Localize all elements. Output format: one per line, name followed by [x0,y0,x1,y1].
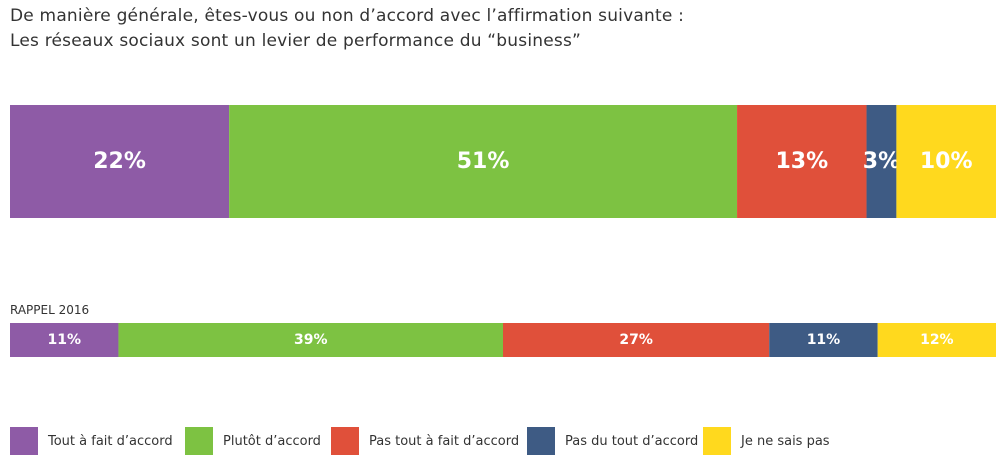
bar-segment-label: 22% [93,149,146,174]
legend-item-je-ne-sais-pas: Je ne sais pas [703,427,830,455]
legend-swatch [185,427,213,455]
legend-label: Pas tout à fait d’accord [369,433,520,449]
bar-segment-label: 39% [294,332,328,348]
chart-title-line-1: De manière générale, êtes-vous ou non d’… [10,6,685,26]
bar-segment [10,323,119,357]
bar-row-2: RAPPEL 2016 11% 39% 27% 11% 12% [10,303,996,357]
bar-segment [896,105,996,218]
legend-item-pas-tout-a-fait-d-accord: Pas tout à fait d’accord [331,427,519,455]
bar-segment [229,105,738,218]
legend-swatch [331,427,359,455]
bar-segment [118,323,504,357]
bar-segment [877,323,996,357]
legend-swatch [527,427,555,455]
bar-segment-label: 13% [775,149,828,174]
chart-title: De manière générale, êtes-vous ou non d’… [10,4,684,54]
legend-label: Je ne sais pas [741,433,830,449]
legend-item-tout-a-fait-d-accord: Tout à fait d’accord [10,427,173,455]
bar-segment [10,105,230,218]
chart-title-line-2: Les réseaux sociaux sont un levier de pe… [10,31,582,51]
bar-segment [866,105,897,218]
bar-row-1: 22% 51% 13% 3% 10% [10,105,996,218]
bar-segment [769,323,878,357]
bar-segment [503,323,770,357]
legend-label: Pas du tout d’accord [565,433,699,449]
legend-label: Plutôt d’accord [223,433,321,449]
bar-segment-label: 11% [807,332,841,348]
bar-segment-label: 3% [863,149,900,174]
legend-label: Tout à fait d’accord [48,433,173,449]
stacked-bar-chart: 22% 51% 13% 3% 10% RAPPEL 2016 11% 39% 27% 11% 12% [10,105,996,357]
chart-legend: Tout à fait d’accord Plutôt d’accord Pas… [10,427,1000,455]
legend-swatch [703,427,731,455]
bar-segment [737,105,867,218]
bar-segment-label: 27% [619,332,653,348]
legend-item-pas-du-tout-d-accord: Pas du tout d’accord [527,427,698,455]
legend-item-plutot-d-accord: Plutôt d’accord [185,427,321,455]
bar-segment-label: 12% [920,332,954,348]
bar-row-title: RAPPEL 2016 [10,303,89,317]
bar-segment-label: 10% [920,149,973,174]
bar-segment-label: 51% [457,149,510,174]
legend-swatch [10,427,38,455]
bar-segment-label: 11% [47,332,81,348]
